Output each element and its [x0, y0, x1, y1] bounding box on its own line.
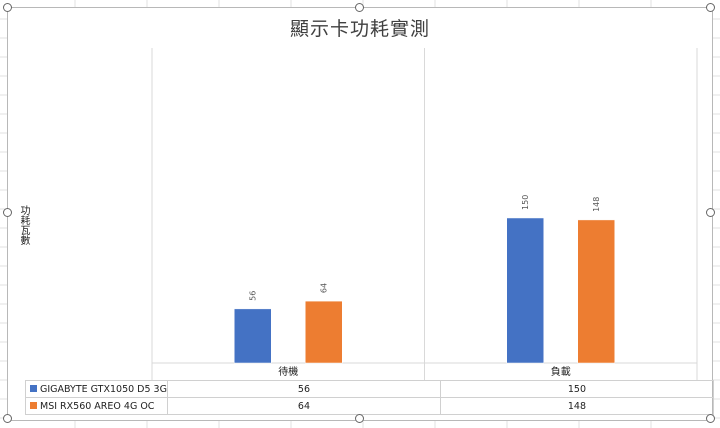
series-swatch-0	[30, 384, 37, 392]
category-label-0: 待機	[278, 365, 298, 378]
resize-handle-top-right[interactable]	[706, 3, 715, 12]
resize-handle-bottom-right[interactable]	[706, 414, 715, 423]
table-cell: 64	[166, 397, 441, 415]
series-key-0: GIGABYTE GTX1050 D5 3G	[25, 380, 168, 398]
chart-title: 顯示卡功耗實測	[289, 18, 430, 40]
y-axis-label: 功耗瓦數	[18, 205, 29, 245]
resize-handle-top[interactable]	[355, 3, 364, 12]
data-label-0-1: 64	[320, 283, 329, 293]
category-label-1: 負載	[551, 366, 571, 378]
bar-0-1[interactable]	[305, 300, 343, 364]
table-cell: 150	[439, 380, 714, 398]
resize-handle-top-left[interactable]	[3, 3, 12, 12]
resize-handle-bottom[interactable]	[355, 414, 364, 423]
table-cell: 56	[166, 380, 441, 398]
resize-handle-right[interactable]	[706, 208, 715, 217]
bar-1-0[interactable]	[506, 217, 544, 364]
data-table-row: GIGABYTE GTX1050 D5 3G 56 150	[25, 380, 714, 398]
data-label-1-1: 148	[592, 197, 601, 212]
data-table-row: MSI RX560 AREO 4G OC 64 148	[25, 397, 714, 415]
bar-0-0[interactable]	[234, 308, 272, 364]
series-name-1: MSI RX560 AREO 4G OC	[40, 400, 155, 412]
bar-1-1[interactable]	[577, 219, 615, 364]
series-name-0: GIGABYTE GTX1050 D5 3G	[40, 383, 167, 395]
series-swatch-1	[30, 401, 37, 409]
data-label-0-0: 56	[249, 291, 258, 301]
chart-data-table: GIGABYTE GTX1050 D5 3G 56 150 MSI RX560 …	[25, 380, 714, 415]
table-cell: 148	[439, 397, 714, 415]
series-key-1: MSI RX560 AREO 4G OC	[25, 397, 168, 415]
resize-handle-left[interactable]	[3, 208, 12, 217]
data-label-1-0: 150	[521, 195, 530, 210]
resize-handle-bottom-left[interactable]	[3, 414, 12, 423]
